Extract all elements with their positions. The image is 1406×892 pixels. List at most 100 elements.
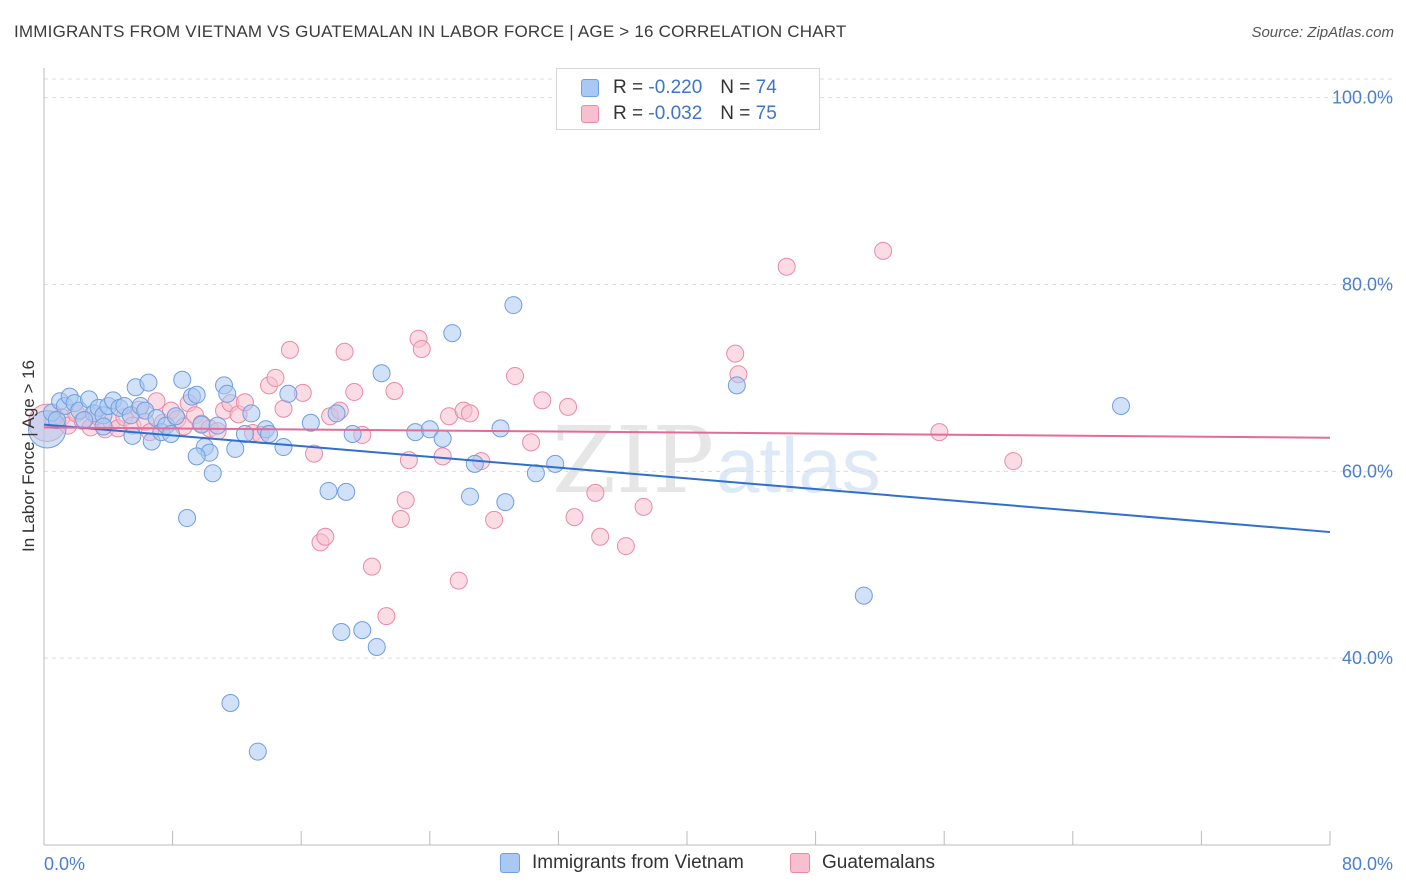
point-guatemalans — [274, 399, 293, 418]
legend-r-label: R = — [613, 103, 644, 124]
x-tick-label: 80.0% — [1342, 854, 1393, 874]
point-vietnam — [123, 426, 142, 445]
point-guatemalans — [726, 344, 745, 363]
point-vietnam — [546, 454, 565, 473]
y-tick-label: 40.0% — [1342, 648, 1393, 668]
y-tick-label: 60.0% — [1342, 461, 1393, 481]
legend-swatch-vietnam — [581, 79, 599, 97]
point-vietnam — [433, 429, 452, 448]
point-vietnam — [332, 623, 351, 642]
legend-row-guatemalans: R = -0.032 N = 75 — [581, 102, 777, 126]
point-vietnam — [420, 420, 439, 439]
bottom-legend-vietnam: Immigrants from Vietnam — [500, 852, 744, 874]
point-vietnam — [327, 404, 346, 423]
point-vietnam — [242, 404, 261, 423]
y-tick-label: 80.0% — [1342, 275, 1393, 295]
grid-lines — [44, 78, 1392, 659]
point-guatemalans — [385, 382, 404, 401]
legend-n-label: N = — [720, 77, 751, 98]
legend-swatch-vietnam — [500, 853, 520, 873]
point-vietnam — [75, 410, 94, 429]
point-vietnam — [218, 384, 237, 403]
point-guatemalans — [505, 367, 524, 386]
axes — [43, 68, 1331, 846]
point-vietnam — [460, 487, 479, 506]
point-guatemalans — [377, 607, 396, 626]
data-points — [28, 241, 1131, 761]
point-vietnam — [139, 373, 158, 392]
point-guatemalans — [565, 508, 584, 527]
point-vietnam — [465, 454, 484, 473]
point-vietnam — [1112, 396, 1131, 415]
point-vietnam — [94, 417, 113, 436]
point-guatemalans — [460, 404, 479, 423]
legend-n-value: 74 — [755, 77, 777, 98]
legend-label-vietnam: Immigrants from Vietnam — [532, 852, 744, 873]
legend-row-vietnam: R = -0.220 N = 74 — [581, 76, 777, 100]
stats-legend: R = -0.220 N = 74 R = -0.032 N = 75 — [556, 68, 820, 130]
point-guatemalans — [634, 497, 653, 516]
point-vietnam — [372, 364, 391, 383]
bottom-legend-guatemalans: Guatemalans — [790, 852, 935, 874]
point-vietnam — [279, 384, 298, 403]
point-vietnam — [166, 407, 185, 426]
legend-n-label: N = — [720, 103, 751, 124]
legend-swatch-guatemalans — [581, 105, 599, 123]
point-guatemalans — [335, 342, 354, 361]
point-guatemalans — [362, 557, 381, 576]
watermark-atlas: atlas — [716, 421, 881, 509]
point-guatemalans — [396, 491, 415, 510]
point-guatemalans — [591, 527, 610, 546]
point-guatemalans — [280, 340, 299, 359]
point-guatemalans — [316, 527, 335, 546]
point-vietnam — [187, 385, 206, 404]
point-vietnam — [248, 742, 267, 761]
point-vietnam — [187, 447, 206, 466]
point-vietnam — [491, 419, 510, 438]
point-vietnam — [301, 413, 320, 432]
point-guatemalans — [930, 423, 949, 442]
point-guatemalans — [391, 509, 410, 528]
point-vietnam — [208, 416, 227, 435]
trend-line-vietnam — [43, 423, 1331, 534]
point-vietnam — [496, 493, 515, 512]
legend-swatch-guatemalans — [790, 853, 810, 873]
point-vietnam — [367, 637, 386, 656]
point-vietnam — [727, 376, 746, 395]
point-vietnam — [221, 694, 240, 713]
point-guatemalans — [777, 257, 796, 276]
point-vietnam — [319, 481, 338, 500]
watermark-zip: ZIP — [552, 407, 714, 514]
legend-r-label: R = — [613, 77, 644, 98]
source-credit: Source: ZipAtlas.com — [1251, 24, 1394, 41]
point-guatemalans — [1004, 452, 1023, 471]
point-guatemalans — [485, 510, 504, 529]
legend-r-value: -0.032 — [648, 103, 703, 124]
point-vietnam — [173, 370, 192, 389]
point-vietnam — [353, 621, 372, 640]
legend-r-value: -0.220 — [648, 77, 703, 98]
point-vietnam — [192, 415, 211, 434]
point-vietnam — [343, 424, 362, 443]
point-vietnam — [526, 464, 545, 483]
point-guatemalans — [412, 339, 431, 358]
point-guatemalans — [449, 571, 468, 590]
point-guatemalans — [559, 397, 578, 416]
point-vietnam — [854, 586, 873, 605]
trend-lines — [43, 423, 1331, 534]
point-guatemalans — [533, 391, 552, 410]
point-vietnam — [178, 509, 197, 528]
point-guatemalans — [433, 447, 452, 466]
tick-labels: 40.0% 60.0% 80.0% 100.0% 0.0% 80.0% — [44, 88, 1393, 874]
legend-label-guatemalans: Guatemalans — [822, 852, 936, 873]
point-guatemalans — [586, 483, 605, 502]
x-tick-label: 0.0% — [44, 854, 85, 874]
point-guatemalans — [874, 241, 893, 260]
point-guatemalans — [616, 537, 635, 556]
point-vietnam — [260, 424, 279, 443]
trend-line-guatemalans — [43, 426, 1331, 439]
point-vietnam — [337, 482, 356, 501]
point-vietnam — [274, 438, 293, 457]
y-axis-label: In Labor Force | Age > 16 — [19, 360, 38, 552]
